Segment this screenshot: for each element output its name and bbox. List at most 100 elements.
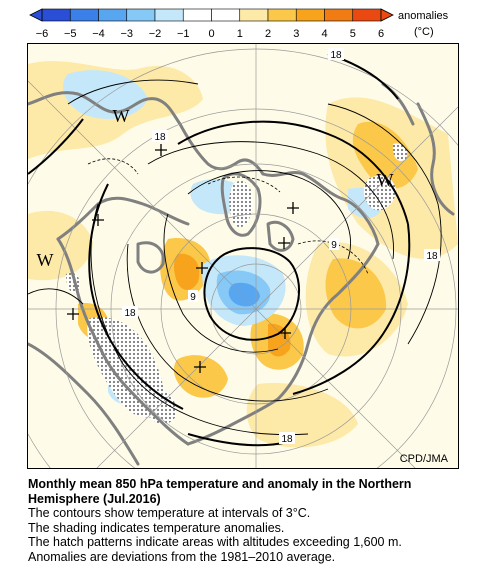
contour-thin-6 (327, 103, 442, 345)
contour-thick-18-topleft (28, 118, 84, 175)
colorbar-tick-label: 4 (321, 28, 327, 40)
warm-anomaly-canada-strong (173, 253, 200, 290)
coastline-east-asia (416, 102, 455, 216)
plus-marker-4 (278, 237, 290, 249)
plus-markers (67, 144, 299, 373)
contour-label-bg-7 (279, 432, 295, 444)
colorbar-tick-label: 5 (350, 28, 356, 40)
caption-title-line2: Hemisphere (Jul.2016) (28, 491, 161, 506)
colorbar-tick-label: 2 (265, 28, 271, 40)
plus-marker-2 (92, 214, 104, 226)
contour-label-bg-2 (152, 130, 168, 142)
contour-thin-2 (163, 213, 279, 353)
contour-thick-18-north (177, 120, 409, 225)
map-credit: CPD/JMA (400, 453, 449, 465)
contour-thin-4 (126, 243, 329, 402)
caption-line-hatch: The hatch patterns indicate areas with a… (28, 535, 402, 550)
coastline-arctic-islands (266, 220, 295, 252)
colorbar-box (352, 8, 382, 22)
cold-anomaly-pole-core (228, 282, 260, 307)
contour-label-9-east: 9 (331, 240, 337, 251)
warm-center-labels: W W W (37, 106, 394, 270)
warm-anomaly-south (246, 383, 358, 448)
plus-marker-7 (194, 361, 206, 373)
colorbar-box (211, 8, 241, 22)
colorbar-tick-label: 3 (293, 28, 299, 40)
coastline-scandinavia (178, 122, 265, 176)
contour-thick-18-south (187, 433, 289, 447)
colorbar-label-line2: (°C) (414, 26, 434, 38)
colorbar-label-line1: anomalies (398, 10, 449, 22)
colorbar-tick-label: 0 (208, 28, 214, 40)
coastline-europe (28, 91, 182, 126)
contour-label-group: 18 18 9 18 9 18 18 (122, 48, 440, 445)
contour-label-bg-4 (424, 249, 440, 261)
contour-thin-7 (67, 79, 199, 105)
colorbar-box (182, 8, 212, 22)
coastline-siberia-north (261, 171, 380, 246)
colorbar-svg: −6 −5 −4 −3 −2 −1 0 1 2 3 4 5 6 anomalies (°C) (29, 8, 449, 40)
contour-dashed-3 (87, 158, 139, 175)
colorbar-tick-label: −2 (149, 28, 162, 40)
colorbar-box (69, 8, 99, 22)
colorbar-left-arrow (29, 8, 43, 22)
colorbar-tick-label: 1 (237, 28, 243, 40)
contour-dashed-2 (297, 240, 369, 275)
contour-thick-9-pole (203, 247, 301, 341)
caption-title-line1: Monthly mean 850 hPa temperature and ano… (28, 477, 412, 491)
contour-label-bg-6 (122, 306, 138, 318)
colorbar-tick-label: −4 (92, 28, 105, 40)
warm-center-label-1: W (113, 106, 130, 126)
graticule (28, 44, 458, 468)
contour-label-18-south: 18 (281, 434, 293, 445)
hatch-greenland (229, 180, 253, 228)
coastline-pacific (186, 397, 280, 446)
hatch-tibet (363, 175, 396, 211)
colorbar-box (239, 8, 269, 22)
colorbar-tick-label: −6 (36, 28, 49, 40)
meridian-2 (96, 106, 458, 468)
plus-marker-5 (67, 308, 79, 320)
contour-label-18-west: 18 (124, 308, 136, 319)
coastline-hudson (136, 241, 165, 274)
coastline-north-america (56, 237, 190, 446)
polar-stereographic-map: 18 18 9 18 9 18 18 W W W (27, 43, 459, 469)
warm-anomaly-siberia-strong (325, 258, 387, 329)
colorbar-box (295, 8, 325, 22)
contour-thin-3 (147, 141, 394, 260)
contour-thick-18-west (88, 183, 184, 410)
caption-line-anomalies: Anomalies are deviations from the 1981–2… (28, 549, 336, 564)
colorbar-box (267, 8, 297, 22)
caption-line-contours: The contours show temperature at interva… (28, 506, 311, 521)
caption-line-shading: The shading indicates temperature anomal… (28, 520, 285, 535)
colorbar-tick-label: −3 (120, 28, 133, 40)
plus-marker-6 (279, 327, 291, 339)
meridian-1 (28, 80, 416, 468)
map-svg: 18 18 9 18 9 18 18 W W W (28, 44, 458, 468)
contour-label-18-east: 18 (426, 251, 438, 262)
colorbar-tick-label: 6 (378, 28, 384, 40)
colorbar-box (324, 8, 354, 22)
colorbar-tick-label: −1 (177, 28, 190, 40)
contour-label-9-west: 9 (190, 292, 196, 303)
plus-marker-8 (287, 202, 299, 214)
contour-dashed-1 (207, 176, 281, 193)
coastlines (28, 82, 455, 466)
anomaly-colorbar: −6 −5 −4 −3 −2 −1 0 1 2 3 4 5 6 anomalies (°C) (0, 0, 480, 42)
contour-thin-1 (187, 170, 352, 260)
figure-caption: Monthly mean 850 hPa temperature and ano… (28, 477, 468, 565)
plus-marker-3 (196, 262, 208, 274)
contour-label-18-northwest: 18 (154, 132, 166, 143)
contour-thin-5 (90, 203, 309, 436)
contour-label-bg-1 (328, 48, 344, 60)
coastline-asia-east (276, 242, 380, 401)
contour-thin-8 (28, 288, 84, 305)
warm-center-label-2: W (377, 170, 394, 190)
contour-label-bg-5 (188, 290, 198, 302)
coastline-southwest (28, 342, 140, 466)
contour-thick-18-east (292, 223, 411, 395)
colorbar-tick-label: −5 (64, 28, 77, 40)
colorbar-box (126, 8, 156, 22)
contour-label-18-top: 18 (330, 50, 342, 61)
colorbar-box (41, 8, 71, 22)
